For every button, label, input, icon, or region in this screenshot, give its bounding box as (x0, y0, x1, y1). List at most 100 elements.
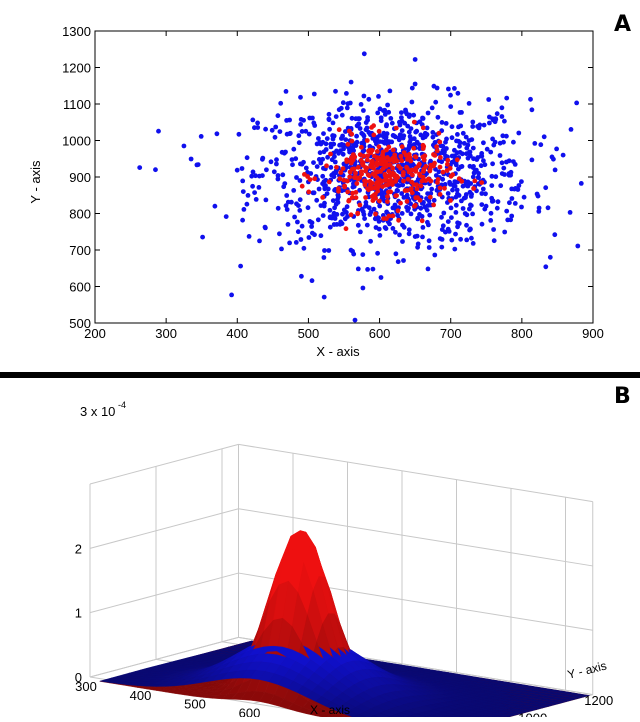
data-point (456, 125, 461, 130)
data-point (362, 216, 367, 221)
data-point (393, 174, 398, 179)
x-tick-label: 600 (239, 705, 261, 717)
data-point (388, 116, 393, 121)
data-point (322, 248, 327, 253)
surface-plot: 30040050060070080090080010001200012 3 x … (0, 380, 640, 717)
data-point (450, 135, 455, 140)
data-point (334, 114, 339, 119)
data-point (375, 180, 380, 185)
data-point (408, 134, 413, 139)
data-point (405, 208, 410, 213)
data-point (464, 135, 469, 140)
data-point (402, 121, 407, 126)
data-point (362, 51, 367, 56)
data-point (407, 130, 412, 135)
data-point (513, 162, 518, 167)
data-point (365, 138, 370, 143)
data-point (320, 157, 325, 162)
data-point (373, 212, 378, 217)
data-point (359, 102, 364, 107)
data-point (450, 188, 455, 193)
data-point (402, 150, 407, 155)
data-point (530, 158, 535, 163)
data-point (320, 174, 325, 179)
data-point (517, 183, 522, 188)
data-point (333, 89, 338, 94)
data-point (378, 107, 383, 112)
data-point (425, 220, 430, 225)
data-point (463, 211, 468, 216)
data-point (269, 159, 274, 164)
data-point (500, 114, 505, 119)
data-point (307, 235, 312, 240)
data-point (385, 199, 390, 204)
data-point (400, 144, 405, 149)
data-point (431, 135, 436, 140)
data-point (472, 171, 477, 176)
data-point (367, 173, 372, 178)
data-point (410, 168, 415, 173)
data-point (421, 169, 426, 174)
data-point (488, 218, 493, 223)
data-point (350, 139, 355, 144)
data-point (366, 97, 371, 102)
data-point (302, 172, 307, 177)
data-point (456, 91, 461, 96)
data-point (489, 183, 494, 188)
data-point (372, 207, 377, 212)
data-point (428, 195, 433, 200)
data-point (501, 140, 506, 145)
data-point (507, 158, 512, 163)
data-point (337, 127, 342, 132)
data-point (399, 115, 404, 120)
data-point (455, 157, 460, 162)
data-point (250, 118, 255, 123)
data-point (235, 168, 240, 173)
data-point (413, 57, 418, 62)
data-point (299, 274, 304, 279)
z-exponent-power: -4 (118, 400, 126, 410)
data-point (359, 131, 364, 136)
data-point (509, 214, 514, 219)
data-point (410, 86, 415, 91)
data-point (414, 155, 419, 160)
data-point (312, 190, 317, 195)
data-point (365, 158, 370, 163)
data-point (287, 241, 292, 246)
data-point (407, 143, 412, 148)
data-point (491, 143, 496, 148)
data-point (490, 137, 495, 142)
data-point (328, 225, 333, 230)
data-point (371, 193, 376, 198)
data-point (276, 173, 281, 178)
data-point (361, 286, 366, 291)
data-point (297, 208, 302, 213)
data-point (400, 223, 405, 228)
data-point (469, 236, 474, 241)
data-point (379, 118, 384, 123)
data-point (342, 185, 347, 190)
data-point (464, 238, 469, 243)
data-point (273, 135, 278, 140)
data-point (340, 113, 345, 118)
data-point (500, 105, 505, 110)
data-point (373, 171, 378, 176)
data-point (461, 184, 466, 189)
data-point (394, 193, 399, 198)
data-point (371, 267, 376, 272)
data-point (388, 173, 393, 178)
data-point (279, 247, 284, 252)
data-point (195, 163, 200, 168)
data-point (448, 166, 453, 171)
panel-label-a: A (614, 12, 631, 37)
data-point (428, 179, 433, 184)
data-point (459, 110, 464, 115)
data-point (322, 295, 327, 300)
y-tick-label: 600 (69, 280, 91, 295)
data-point (252, 190, 257, 195)
y-tick-label: 1200 (584, 693, 613, 708)
data-point (485, 147, 490, 152)
data-point (510, 196, 515, 201)
data-point (385, 103, 390, 108)
